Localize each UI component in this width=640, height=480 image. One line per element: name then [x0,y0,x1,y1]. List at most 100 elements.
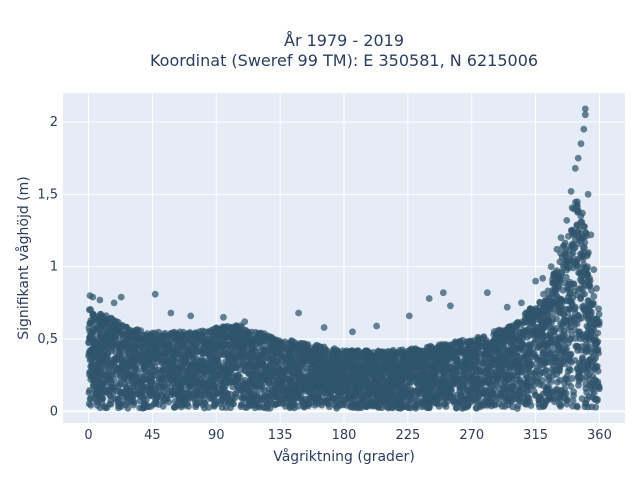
scatter-point [544,333,552,340]
scatter-point [411,345,419,353]
scatter-point [585,277,592,284]
scatter-point [548,325,556,333]
scatter-point [556,376,564,384]
scatter-point [571,314,578,322]
scatter-point [350,386,358,394]
scatter-point [392,395,400,403]
scatter-point [579,279,587,286]
scatter-point [569,228,576,235]
scatter-point [295,394,303,402]
scatter-point [171,403,179,411]
scatter-point [443,354,451,362]
scatter-point [192,354,200,362]
scatter-point [144,344,152,351]
scatter-point [396,373,403,380]
scatter-point [220,390,228,397]
scatter-point [569,249,577,257]
scatter-point [584,302,592,310]
scatter-point [588,328,595,335]
scatter-point [210,401,218,409]
scatter-point [398,363,405,371]
scatter-point [281,355,289,363]
scatter-point [527,329,535,336]
scatter-point [578,273,585,280]
scatter-point [386,360,393,368]
scatter-point [584,297,592,305]
scatter-point [112,326,120,334]
scatter-point [292,384,300,392]
scatter-point [551,332,559,339]
scatter-point [556,258,564,266]
scatter-points [85,105,603,412]
scatter-point [578,395,586,403]
scatter-point [253,363,261,371]
scatter-point [315,367,323,375]
scatter-point [583,388,591,396]
scatter-point [266,356,273,364]
scatter-point [123,333,131,341]
scatter-point [399,403,407,411]
scatter-point [590,347,598,355]
scatter-point [231,376,238,384]
scatter-point [97,336,105,344]
scatter-point [539,335,547,342]
scatter-point [377,397,385,405]
scatter-point [302,364,310,372]
scatter-point [302,357,310,365]
scatter-point [590,292,598,300]
scatter-point [85,400,93,408]
scatter-point [509,337,517,345]
scatter-point [439,377,446,384]
scatter-point [178,341,186,348]
scatter-point [561,279,569,287]
scatter-point [213,373,221,380]
scatter-point [567,383,575,390]
scatter-point [436,345,443,353]
scatter-point [455,398,463,406]
scatter-point [95,313,102,321]
scatter-point [259,333,266,341]
scatter-point [326,362,334,370]
scatter-point [528,341,536,348]
scatter-point [142,396,150,404]
scatter-point [480,398,488,405]
scatter-point [446,364,454,371]
scatter-point [477,368,485,375]
scatter-point [525,315,533,323]
scatter-point [557,387,565,395]
scatter-point [207,353,215,361]
scatter-point [489,383,496,390]
scatter-point [199,379,207,386]
scatter-point [308,374,316,382]
scatter-point [595,384,603,391]
scatter-point [153,348,161,356]
scatter-point [272,401,280,408]
scatter-point [134,326,141,334]
scatter-point [539,350,547,358]
scatter-point [555,400,563,408]
scatter-point [168,376,175,384]
scatter-point [258,377,266,384]
scatter-point [582,400,589,408]
scatter-point [568,375,576,382]
scatter-point [309,383,317,391]
scatter-point [314,342,322,350]
scatter-point [555,300,562,308]
scatter-point [115,344,123,352]
scatter-point [224,399,232,406]
scatter-point [115,382,123,390]
scatter-point [568,301,576,309]
scatter-point [457,383,465,391]
scatter-point [489,355,497,363]
scatter-point [313,378,321,385]
scatter-point [225,349,233,356]
scatter-point [161,357,169,364]
scatter-point [516,386,523,393]
scatter-point [569,240,576,248]
scatter-point [94,402,101,409]
scatter-point [560,358,567,366]
scatter-point [247,401,255,409]
scatter-point [312,391,320,399]
scatter-point [235,371,242,379]
scatter-point [589,301,597,309]
